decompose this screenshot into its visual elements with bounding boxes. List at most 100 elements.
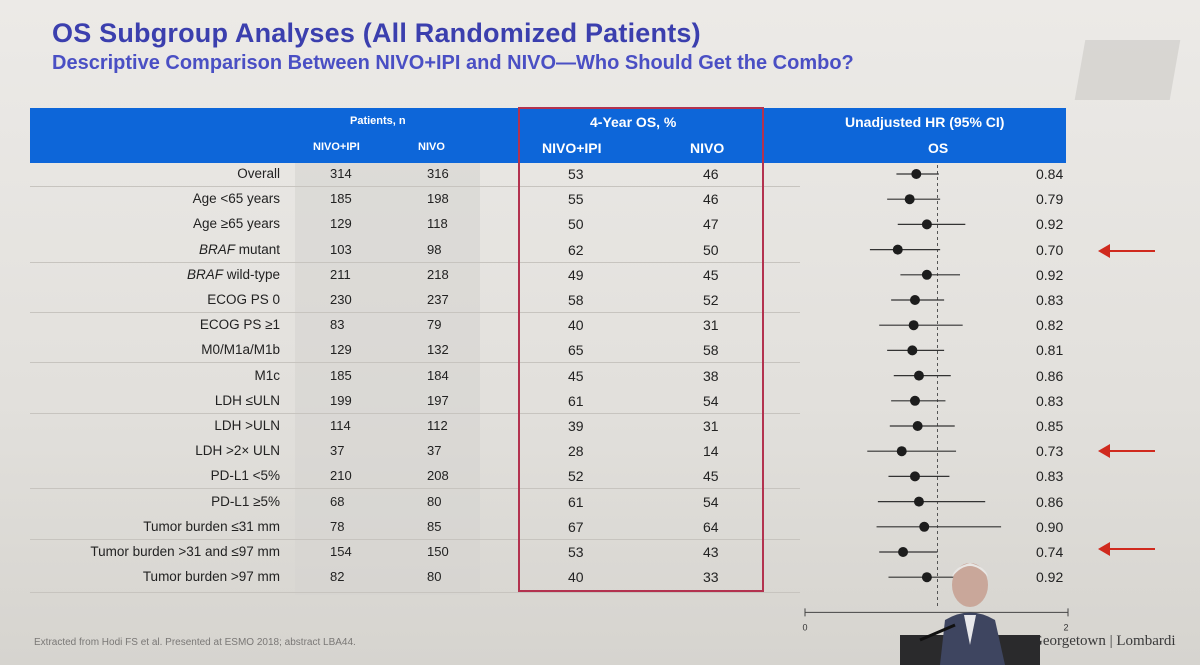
hr-point <box>898 547 909 557</box>
table-bottom-line <box>30 592 800 594</box>
cell-patients-nivo: 218 <box>427 266 449 282</box>
cell-patients-nivo: 237 <box>427 292 449 307</box>
cell-os-nivoipi: 62 <box>568 241 584 258</box>
cell-hr-value: 0.86 <box>1036 367 1064 384</box>
cell-patients-nivo: 80 <box>427 569 442 585</box>
hr-point <box>912 421 923 431</box>
row-label-italic: BRAF <box>186 266 223 282</box>
row-label: BRAF wild-type <box>30 267 280 282</box>
patients-shading <box>295 163 480 595</box>
cell-patients-nivoipi: 185 <box>330 191 352 207</box>
cell-patients-nivoipi: 82 <box>330 569 345 585</box>
slide-subtitle: Descriptive Comparison Between NIVO+IPI … <box>52 52 854 74</box>
cell-patients-nivoipi: 83 <box>330 317 345 333</box>
row-label: Tumor burden ≤31 mm <box>143 518 280 534</box>
cell-os-nivo: 47 <box>703 216 719 233</box>
group-divider <box>30 412 800 414</box>
cell-os-nivo: 52 <box>703 292 719 308</box>
group-divider <box>30 261 800 263</box>
col-header-patients-nivoipi: NIVO+IPI <box>313 141 360 153</box>
cell-patients-nivoipi: 114 <box>330 418 351 433</box>
cell-hr-value: 0.73 <box>1036 443 1064 460</box>
col-header-os-nivo: NIVO <box>690 140 725 156</box>
cell-hr-value: 0.81 <box>1036 342 1064 359</box>
patients-header: Patients, n <box>350 115 406 127</box>
os-highlight-box <box>518 107 764 592</box>
cell-os-nivo: 54 <box>703 493 719 510</box>
row-label: M0/M1a/M1b <box>201 342 280 358</box>
cell-os-nivoipi: 52 <box>568 468 584 485</box>
cell-os-nivoipi: 53 <box>568 544 584 560</box>
cell-os-nivo: 14 <box>703 443 719 460</box>
row-label: LDH ≤ULN <box>214 392 280 408</box>
cell-patients-nivoipi: 78 <box>330 518 345 534</box>
cell-hr-value: 0.90 <box>1036 518 1064 535</box>
cell-patients-nivo: 112 <box>427 418 448 433</box>
cell-hr-value: 0.83 <box>1036 392 1064 409</box>
hr-point <box>913 496 924 507</box>
cell-patients-nivo: 184 <box>427 367 449 383</box>
table-header-bar <box>30 108 1066 163</box>
cell-patients-nivoipi: 210 <box>330 468 352 484</box>
hr-point <box>908 320 919 331</box>
row-label: Age <65 years <box>192 191 280 207</box>
col-header-os-nivoipi: NIVO+IPI <box>542 140 602 156</box>
cell-hr-value: 0.82 <box>1036 317 1064 334</box>
cell-os-nivoipi: 67 <box>568 518 584 535</box>
cell-os-nivoipi: 65 <box>568 342 584 359</box>
hr-point <box>904 194 915 205</box>
cell-hr-value: 0.92 <box>1036 266 1064 283</box>
hr-point <box>909 471 920 482</box>
group-divider <box>30 488 800 490</box>
cell-os-nivo: 31 <box>703 317 719 334</box>
group-divider <box>30 362 800 364</box>
group-divider <box>30 538 800 540</box>
cell-hr-value: 0.92 <box>1036 216 1064 233</box>
hr-point <box>921 572 932 583</box>
cell-hr-value: 0.92 <box>1036 569 1064 586</box>
row-label: Tumor burden >31 and ≤97 mm <box>90 544 280 559</box>
cell-os-nivoipi: 40 <box>568 569 584 586</box>
cell-os-nivoipi: 28 <box>568 443 584 460</box>
hr-point <box>909 295 920 305</box>
row-label-text: wild-type <box>222 266 280 282</box>
hr-point <box>919 521 930 532</box>
cell-patients-nivoipi: 129 <box>330 342 352 358</box>
cell-os-nivo: 33 <box>703 569 719 586</box>
cell-patients-nivoipi: 314 <box>330 166 352 181</box>
hr-point <box>896 446 907 457</box>
cell-patients-nivoipi: 68 <box>330 493 345 509</box>
logo-watermark <box>1074 40 1181 100</box>
row-label: LDH >ULN <box>214 418 280 433</box>
cell-hr-value: 0.83 <box>1036 468 1064 485</box>
presenter-photo <box>900 563 1040 665</box>
cell-os-nivoipi: 58 <box>568 292 584 308</box>
group-divider <box>30 186 800 187</box>
hr-header: Unadjusted HR (95% CI) <box>845 114 1005 130</box>
highlight-arrow-tumor <box>1098 542 1155 556</box>
row-label: M1c <box>254 367 280 383</box>
cell-patients-nivo: 79 <box>427 317 442 333</box>
cell-patients-nivo: 98 <box>427 241 442 257</box>
highlight-arrow-braf <box>1098 244 1155 258</box>
row-label: Age ≥65 years <box>193 216 280 232</box>
cell-os-nivoipi: 61 <box>568 392 584 409</box>
cell-patients-nivo: 316 <box>427 166 449 181</box>
os-header: 4-Year OS, % <box>590 114 677 130</box>
row-label: LDH >2× ULN <box>195 443 280 459</box>
cell-hr-value: 0.86 <box>1036 493 1064 510</box>
cell-hr-value: 0.84 <box>1036 166 1064 182</box>
source-footnote: Extracted from Hodi FS et al. Presented … <box>34 637 356 648</box>
cell-patients-nivo: 150 <box>427 544 449 559</box>
highlight-arrow-ldh <box>1098 444 1155 458</box>
hr-point <box>907 345 918 356</box>
cell-os-nivo: 38 <box>703 367 719 384</box>
cell-os-nivo: 58 <box>703 342 719 359</box>
cell-hr-value: 0.74 <box>1036 544 1064 560</box>
cell-os-nivoipi: 55 <box>568 191 584 208</box>
cell-patients-nivo: 208 <box>427 468 449 484</box>
cell-hr-value: 0.83 <box>1036 292 1064 308</box>
cell-os-nivoipi: 45 <box>568 367 584 384</box>
cell-patients-nivoipi: 103 <box>330 241 352 257</box>
